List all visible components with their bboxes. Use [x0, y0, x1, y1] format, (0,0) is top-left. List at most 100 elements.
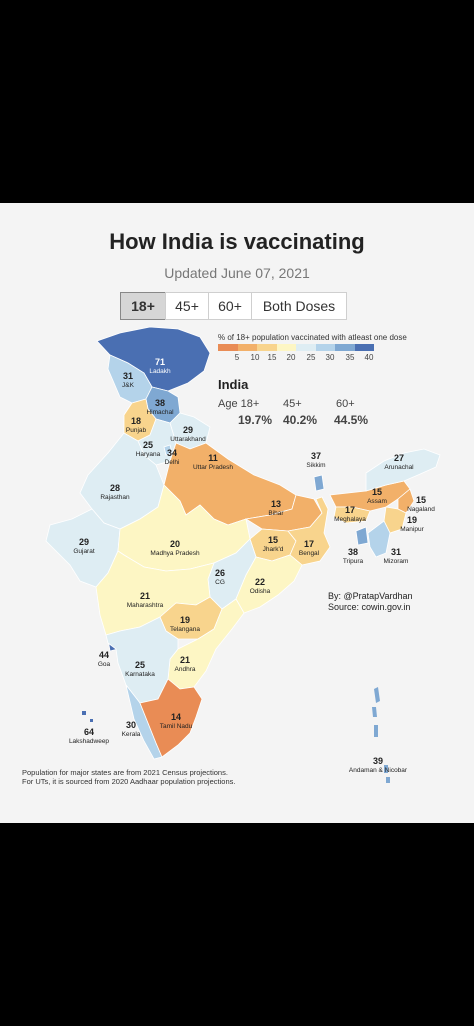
legend-swatch [237, 344, 257, 351]
map-value-label: 31 [123, 371, 133, 381]
summary-value-60: 44.5% [334, 413, 369, 427]
region-odisha[interactable] [235, 554, 303, 614]
legend-swatch [335, 344, 355, 351]
map-value-label: 21 [180, 655, 190, 665]
updated-date: Updated June 07, 2021 [164, 265, 310, 281]
tab-18-plus[interactable]: 18+ [120, 292, 166, 320]
chart-card: How India is vaccinating Updated June 07… [0, 203, 474, 823]
legend-swatch [315, 344, 335, 351]
map-region-name: Tamil Nadu [160, 723, 193, 730]
map-region-name: Manipur [400, 526, 424, 533]
region-andaman-nicobar[interactable] [372, 687, 390, 783]
summary-label-45: 45+ [283, 398, 302, 410]
map-region-name: Odisha [250, 588, 271, 595]
map-value-label: 19 [407, 515, 417, 525]
map-value-label: 17 [304, 539, 314, 549]
map-value-label: 37 [311, 451, 321, 461]
region-arunachal[interactable] [365, 448, 441, 492]
map-value-label: 34 [167, 448, 177, 458]
map-region-name: Bihar [268, 510, 284, 517]
chart-title: How India is vaccinating [109, 229, 365, 254]
map-region-name: Maharashtra [127, 602, 164, 609]
legend-tick: 40 [364, 353, 374, 362]
tab-both-doses[interactable]: Both Doses [251, 292, 347, 320]
map-region-name: J&K [122, 382, 135, 389]
map-region-name: Uttar Pradesh [193, 464, 233, 471]
region-tamil-nadu[interactable] [139, 678, 203, 758]
legend-tick: 10 [250, 353, 260, 362]
map-value-label: 27 [394, 453, 404, 463]
map-region-name: Lakshadweep [69, 738, 109, 745]
region-meghalaya[interactable] [333, 506, 371, 524]
credit-source: Source: cowin.gov.in [328, 602, 411, 612]
region-lakshadweep[interactable] [82, 711, 93, 722]
legend-tick: 5 [234, 353, 240, 362]
credit-author: By: @PratapVardhan [328, 591, 413, 601]
map-region-name: Punjab [126, 427, 147, 434]
map-value-label: 31 [391, 547, 401, 557]
map-value-label: 11 [208, 453, 218, 463]
map-value-label: 29 [183, 425, 193, 435]
map-region-name: Sikkim [306, 462, 325, 469]
map-value-label: 25 [143, 440, 153, 450]
legend-swatch [276, 344, 296, 351]
map-value-label: 17 [345, 505, 355, 515]
map-value-label: 18 [131, 416, 141, 426]
region-sikkim[interactable] [313, 474, 325, 492]
legend-tick: 35 [345, 353, 355, 362]
legend-swatch [296, 344, 316, 351]
map-region-name: Himachal [146, 409, 174, 416]
map-region-name: Karnataka [125, 671, 155, 678]
age-group-tabs: 18+ 45+ 60+ Both Doses [120, 292, 347, 320]
map-value-label: 64 [84, 727, 94, 737]
map-region-name: Madhya Pradesh [150, 550, 200, 557]
map-region-name: Kerala [122, 731, 141, 738]
map-region-name: Jhark'd [263, 546, 284, 553]
map-region-name: Uttarakhand [170, 436, 206, 443]
map-region-name: Gujarat [73, 548, 95, 555]
map-value-label: 20 [170, 539, 180, 549]
summary-region: India [218, 377, 249, 392]
map-value-label: 71 [155, 357, 165, 367]
map-region-name: Andhra [175, 666, 196, 673]
map-value-label: 21 [140, 591, 150, 601]
map-region-name: Andaman & Nicobar [349, 767, 408, 774]
legend-tick: 25 [306, 353, 316, 362]
map-value-label: 29 [79, 537, 89, 547]
map-region-name: Arunachal [384, 464, 414, 471]
map-value-label: 38 [155, 398, 165, 408]
map-region-name: CG [215, 579, 225, 586]
map-region-name: Tripura [343, 558, 364, 565]
summary-label-18: Age 18+ [218, 398, 260, 410]
region-mizoram[interactable] [367, 520, 391, 558]
region-tripura[interactable] [355, 526, 369, 546]
map-region-name: Telangana [170, 626, 200, 633]
map-value-label: 30 [126, 720, 136, 730]
legend-swatch [218, 344, 238, 351]
legend-swatch [354, 344, 374, 351]
tab-45-plus[interactable]: 45+ [165, 292, 209, 320]
map-value-label: 28 [110, 483, 120, 493]
map-region-name: Ladakh [149, 368, 171, 375]
map-value-label: 15 [372, 487, 382, 497]
map-value-label: 38 [348, 547, 358, 557]
map-region-name: Delhi [165, 459, 180, 466]
summary-value-18: 19.7% [238, 413, 273, 427]
region-delhi[interactable] [163, 444, 173, 456]
footnote-line-1: Population for major states are from 202… [22, 768, 228, 777]
map-region-name: Bengal [299, 550, 320, 557]
legend-caption: % of 18+ population vaccinated with atle… [218, 333, 407, 342]
color-legend [218, 344, 374, 351]
map-region-name: Meghalaya [334, 516, 366, 523]
legend-swatch [257, 344, 277, 351]
map-region-name: Haryana [136, 451, 161, 458]
map-region-name: Nagaland [407, 506, 435, 513]
map-value-label: 39 [373, 756, 383, 766]
map-value-label: 19 [180, 615, 190, 625]
region-karnataka[interactable] [105, 616, 179, 704]
map-value-label: 25 [135, 660, 145, 670]
map-value-label: 13 [271, 499, 281, 509]
map-region-name: Mizoram [384, 558, 409, 565]
region-nagaland[interactable] [397, 488, 415, 514]
